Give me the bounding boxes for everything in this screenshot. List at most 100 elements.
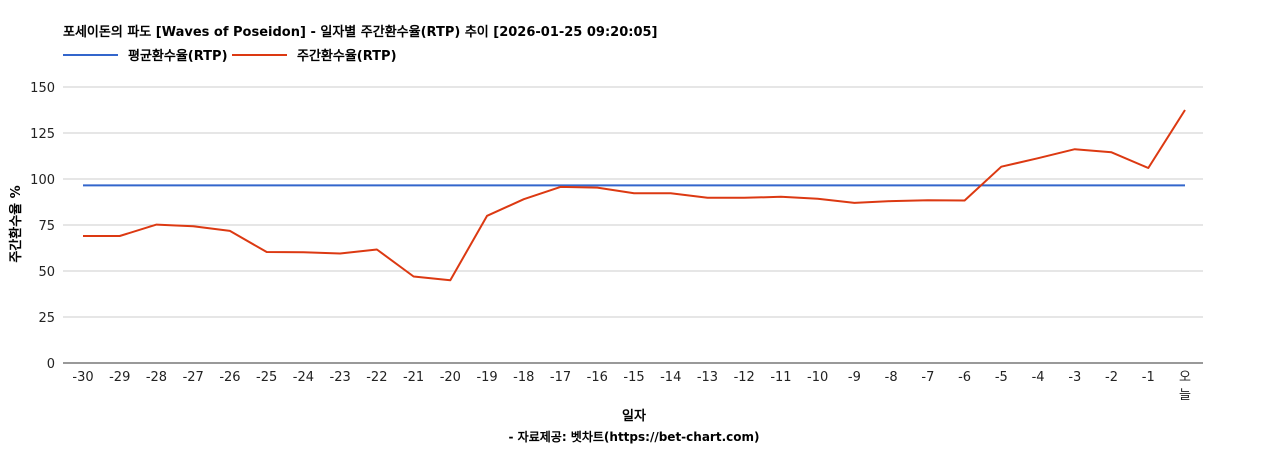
weekly-point[interactable]: [79, 232, 87, 240]
weekly-point[interactable]: [226, 227, 234, 235]
x-tick-label: -6: [958, 370, 971, 385]
weekly-point[interactable]: [446, 276, 454, 284]
average-point[interactable]: [446, 181, 454, 189]
x-tick-label: -28: [146, 370, 167, 385]
average-point[interactable]: [740, 181, 748, 189]
weekly-point[interactable]: [483, 212, 491, 220]
legend-item-weekly[interactable]: 주간환수율(RTP): [232, 48, 397, 64]
y-tick-label: 0: [47, 357, 55, 372]
x-tick-label: -9: [848, 370, 861, 385]
x-tick-label: -29: [109, 370, 130, 385]
average-point[interactable]: [961, 181, 969, 189]
average-point[interactable]: [1034, 181, 1042, 189]
weekly-point[interactable]: [593, 184, 601, 192]
x-tick-label: -16: [587, 370, 608, 385]
average-point[interactable]: [1108, 181, 1116, 189]
average-point[interactable]: [1071, 181, 1079, 189]
average-point[interactable]: [777, 181, 785, 189]
x-tick-label: -25: [256, 370, 277, 385]
weekly-point[interactable]: [336, 250, 344, 258]
average-point[interactable]: [410, 181, 418, 189]
x-axis-ticks: -30 -29 -28 -27 -26 -25 -24 -23 -22 -21 -20 -19 -18 -…: [72, 370, 1191, 403]
weekly-point[interactable]: [520, 195, 528, 203]
average-point[interactable]: [1181, 181, 1189, 189]
weekly-point[interactable]: [116, 232, 124, 240]
average-point[interactable]: [336, 181, 344, 189]
weekly-point[interactable]: [814, 195, 822, 203]
average-point[interactable]: [116, 181, 124, 189]
x-tick-label: -27: [183, 370, 204, 385]
x-tick-label: -14: [660, 370, 681, 385]
weekly-point[interactable]: [263, 248, 271, 256]
weekly-point[interactable]: [1181, 106, 1189, 114]
x-tick-label: -30: [72, 370, 93, 385]
weekly-point[interactable]: [299, 248, 307, 256]
average-point[interactable]: [850, 181, 858, 189]
x-tick-label: -17: [550, 370, 571, 385]
weekly-point[interactable]: [850, 199, 858, 207]
average-point[interactable]: [997, 181, 1005, 189]
x-axis-label: 일자: [622, 409, 646, 424]
y-tick-label: 150: [30, 81, 55, 96]
weekly-point[interactable]: [373, 245, 381, 253]
legend-item-average[interactable]: 평균환수율(RTP): [63, 48, 228, 64]
x-tick-label: -15: [623, 370, 644, 385]
average-point[interactable]: [814, 181, 822, 189]
x-tick-label: -5: [995, 370, 1008, 385]
x-tick-label: -18: [513, 370, 534, 385]
y-tick-label: 50: [38, 265, 55, 280]
average-point[interactable]: [79, 181, 87, 189]
x-tick-label: -1: [1142, 370, 1155, 385]
x-tick-label: -4: [1032, 370, 1045, 385]
x-tick-label: -13: [697, 370, 718, 385]
weekly-point[interactable]: [1071, 145, 1079, 153]
weekly-point[interactable]: [1034, 154, 1042, 162]
weekly-point[interactable]: [630, 189, 638, 197]
weekly-point[interactable]: [777, 193, 785, 201]
average-point[interactable]: [299, 181, 307, 189]
weekly-point[interactable]: [152, 221, 160, 229]
weekly-point[interactable]: [557, 183, 565, 191]
average-point[interactable]: [520, 181, 528, 189]
y-axis-label: 주간환수율 %: [8, 185, 24, 262]
weekly-point[interactable]: [887, 197, 895, 205]
average-point[interactable]: [924, 181, 932, 189]
weekly-point[interactable]: [1108, 148, 1116, 156]
y-axis-ticks: 0 25 50 75 100 125 150: [30, 81, 55, 372]
average-point[interactable]: [483, 181, 491, 189]
weekly-point[interactable]: [667, 189, 675, 197]
x-tick-label: -20: [440, 370, 461, 385]
x-tick-label: -7: [921, 370, 934, 385]
weekly-point[interactable]: [740, 194, 748, 202]
x-tick-label: -19: [476, 370, 497, 385]
average-point[interactable]: [703, 181, 711, 189]
x-tick-label: -10: [807, 370, 828, 385]
x-tick-label: -12: [734, 370, 755, 385]
average-point[interactable]: [189, 181, 197, 189]
average-point[interactable]: [226, 181, 234, 189]
average-point[interactable]: [1144, 181, 1152, 189]
x-tick-label: -24: [293, 370, 314, 385]
average-point[interactable]: [152, 181, 160, 189]
average-point[interactable]: [667, 181, 675, 189]
weekly-point[interactable]: [410, 273, 418, 281]
weekly-point[interactable]: [997, 163, 1005, 171]
average-point[interactable]: [263, 181, 271, 189]
legend-label-average: 평균환수율(RTP): [128, 48, 228, 64]
average-point[interactable]: [373, 181, 381, 189]
average-point[interactable]: [887, 181, 895, 189]
average-point[interactable]: [630, 181, 638, 189]
weekly-point[interactable]: [961, 197, 969, 205]
y-tick-label: 125: [30, 127, 55, 142]
x-tick-label: -2: [1105, 370, 1118, 385]
x-tick-label: -11: [770, 370, 791, 385]
weekly-point[interactable]: [189, 222, 197, 230]
weekly-point[interactable]: [924, 196, 932, 204]
weekly-point[interactable]: [703, 194, 711, 202]
x-tick-label: -23: [330, 370, 351, 385]
series-line-weekly[interactable]: [83, 109, 1186, 282]
y-tick-label: 25: [38, 311, 55, 326]
weekly-point[interactable]: [1144, 164, 1152, 172]
